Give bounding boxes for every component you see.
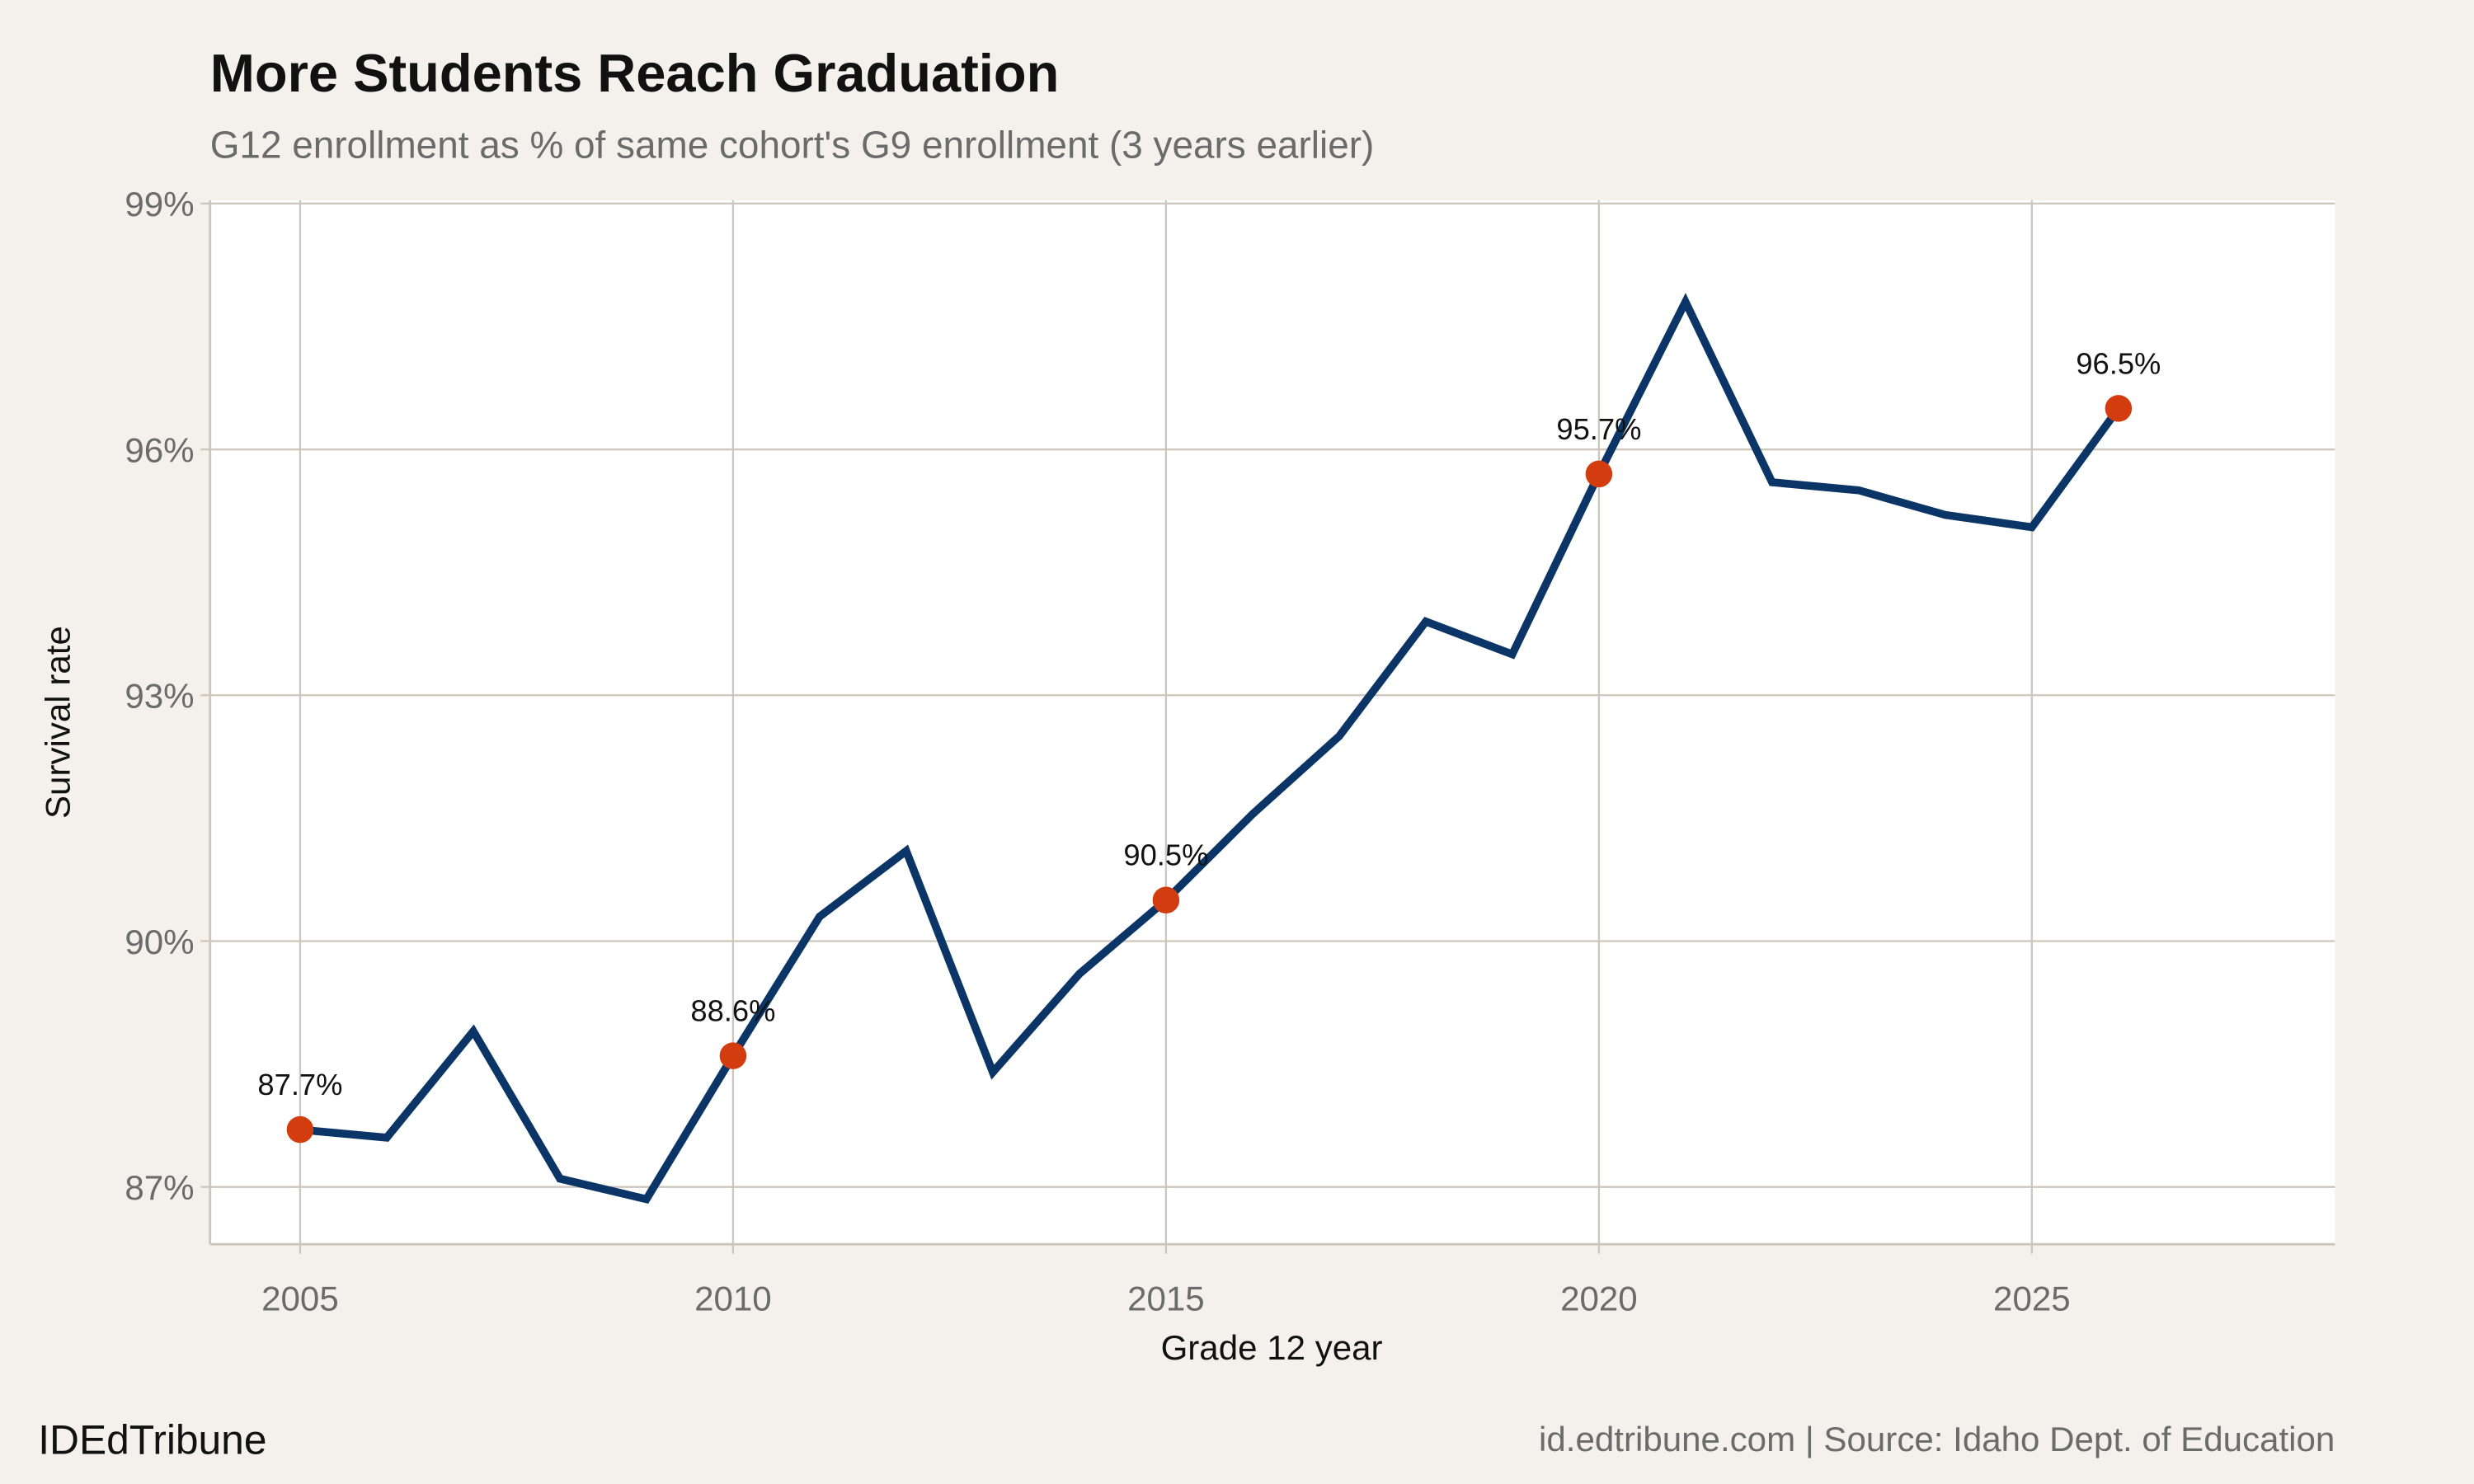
data-label: 90.5% bbox=[1123, 838, 1208, 872]
source-credit: id.edtribune.com | Source: Idaho Dept. o… bbox=[1539, 1420, 2335, 1458]
x-axis-label: Grade 12 year bbox=[1161, 1328, 1383, 1367]
chart-title: More Students Reach Graduation bbox=[210, 43, 1060, 103]
data-label: 95.7% bbox=[1556, 412, 1641, 446]
y-tick-label: 96% bbox=[125, 430, 194, 469]
data-label: 96.5% bbox=[2076, 346, 2161, 380]
series-line bbox=[299, 293, 2122, 1204]
data-label: 87.7% bbox=[257, 1068, 342, 1101]
x-tick-label: 2015 bbox=[1127, 1280, 1205, 1318]
y-tick-label: 93% bbox=[125, 677, 194, 716]
y-tick-label: 99% bbox=[125, 185, 194, 223]
x-tick-label: 2025 bbox=[1993, 1280, 2071, 1318]
highlight-point bbox=[286, 1115, 314, 1144]
highlight-point bbox=[719, 1042, 747, 1069]
x-tick-label: 2010 bbox=[694, 1280, 772, 1318]
y-tick-label: 90% bbox=[125, 923, 194, 961]
x-tick-label: 2005 bbox=[261, 1280, 339, 1318]
brand-logo-text: IDEdTribune bbox=[38, 1417, 266, 1463]
x-tick-label: 2020 bbox=[1560, 1280, 1638, 1318]
data-label: 88.6% bbox=[690, 994, 775, 1028]
highlight-point bbox=[1585, 460, 1613, 488]
plot-panel bbox=[209, 200, 2335, 1245]
y-axis-label: Survival rate bbox=[38, 626, 77, 819]
chart-subtitle: G12 enrollment as % of same cohort's G9 … bbox=[210, 123, 1375, 166]
y-tick-label: 87% bbox=[125, 1168, 194, 1207]
highlight-point bbox=[1152, 886, 1180, 914]
highlight-point bbox=[2105, 395, 2133, 422]
